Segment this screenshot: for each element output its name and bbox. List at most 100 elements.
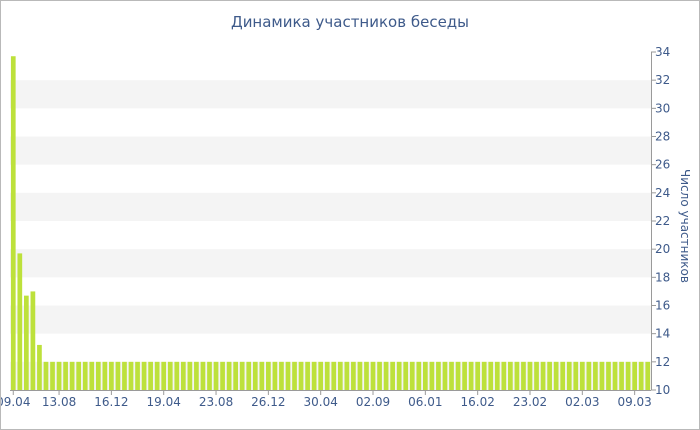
x-tick-label: 23.08 xyxy=(199,395,233,409)
bar xyxy=(560,361,566,390)
bar xyxy=(638,361,644,390)
x-tick-label: 13.08 xyxy=(42,395,76,409)
bar xyxy=(200,361,206,390)
x-ticks: 09.04 13.08 16.12 19.04 23.08 26.12 30.04 02.09… xyxy=(1,390,652,409)
bar xyxy=(141,361,147,390)
bar xyxy=(579,361,585,390)
grid-band xyxy=(10,192,651,221)
bar xyxy=(416,361,422,390)
bar xyxy=(331,361,337,390)
y-tick-label: 28 xyxy=(655,130,670,144)
x-tick-label: 02.03 xyxy=(565,395,599,409)
bar xyxy=(586,361,592,390)
y-tick-label: 26 xyxy=(655,158,670,172)
chart-title: Динамика участников беседы xyxy=(230,13,470,31)
x-tick-label: 26.12 xyxy=(251,395,285,409)
y-tick-label: 22 xyxy=(655,214,670,228)
bar xyxy=(619,361,624,390)
bar xyxy=(82,361,88,390)
bar xyxy=(37,344,42,390)
y-ticks: 10 12 14 16 18 20 22 24 26 28 30 32 34 xyxy=(651,45,670,397)
grid-band xyxy=(10,305,651,334)
bar xyxy=(207,361,212,390)
bar xyxy=(377,361,382,390)
bar xyxy=(30,291,36,390)
y-tick-label: 20 xyxy=(655,242,670,256)
x-tick-label: 23.02 xyxy=(513,395,547,409)
bar xyxy=(50,361,55,390)
bar xyxy=(462,361,467,390)
bar xyxy=(194,361,199,390)
bar xyxy=(220,361,225,390)
bar xyxy=(246,361,252,390)
bar xyxy=(645,361,651,390)
y-tick-label: 16 xyxy=(655,299,670,313)
bar xyxy=(285,361,291,390)
y-tick-label: 24 xyxy=(655,186,670,200)
bar xyxy=(63,361,68,390)
bar xyxy=(370,361,376,390)
bar xyxy=(318,361,324,390)
y-axis-label: Число участников xyxy=(678,169,692,283)
bar xyxy=(43,361,49,390)
bar xyxy=(593,361,598,390)
bars-group xyxy=(10,56,651,390)
bar xyxy=(357,361,363,390)
bar xyxy=(187,361,193,390)
bar xyxy=(122,361,127,390)
bar xyxy=(213,361,219,390)
bar xyxy=(89,361,95,390)
bar xyxy=(135,361,140,390)
bar xyxy=(390,361,395,390)
bar xyxy=(566,361,572,390)
y-tick-label: 10 xyxy=(655,383,670,397)
bar xyxy=(573,361,579,390)
bar xyxy=(311,361,317,390)
bar xyxy=(383,361,389,390)
grid-band xyxy=(10,249,651,278)
x-tick-label: 06.01 xyxy=(408,395,442,409)
bar xyxy=(76,361,82,390)
bar xyxy=(109,361,114,390)
bar xyxy=(102,361,108,390)
x-tick-label: 02.09 xyxy=(356,395,390,409)
y-tick-label: 34 xyxy=(655,45,670,59)
y-tick-label: 12 xyxy=(655,355,670,369)
bar xyxy=(606,361,611,390)
bar xyxy=(233,361,239,390)
bar xyxy=(272,361,278,390)
bar xyxy=(24,295,29,390)
bar xyxy=(180,361,186,390)
bar xyxy=(422,361,428,390)
bar xyxy=(17,253,23,390)
bar xyxy=(344,361,350,390)
bar xyxy=(521,361,526,390)
y-tick-label: 32 xyxy=(655,73,670,87)
bar xyxy=(534,361,539,390)
bar xyxy=(436,361,441,390)
bar xyxy=(95,361,101,390)
bar xyxy=(468,361,474,390)
grid-bands xyxy=(10,80,651,390)
bar xyxy=(167,361,173,390)
grid-band xyxy=(10,80,651,109)
bar xyxy=(514,361,520,390)
bar xyxy=(481,361,487,390)
bar xyxy=(547,361,552,390)
x-tick-label: 16.12 xyxy=(94,395,128,409)
x-tick-label: 16.02 xyxy=(460,395,494,409)
x-tick-label: 19.04 xyxy=(147,395,181,409)
bar xyxy=(403,361,409,390)
y-tick-label: 30 xyxy=(655,101,670,115)
bar xyxy=(540,361,546,390)
bar xyxy=(266,361,271,390)
bar xyxy=(69,361,75,390)
bar xyxy=(279,361,284,390)
bar xyxy=(599,361,605,390)
bar xyxy=(364,361,369,390)
bar xyxy=(115,361,121,390)
bar xyxy=(351,361,356,390)
bar xyxy=(56,361,62,390)
bar xyxy=(174,361,180,390)
